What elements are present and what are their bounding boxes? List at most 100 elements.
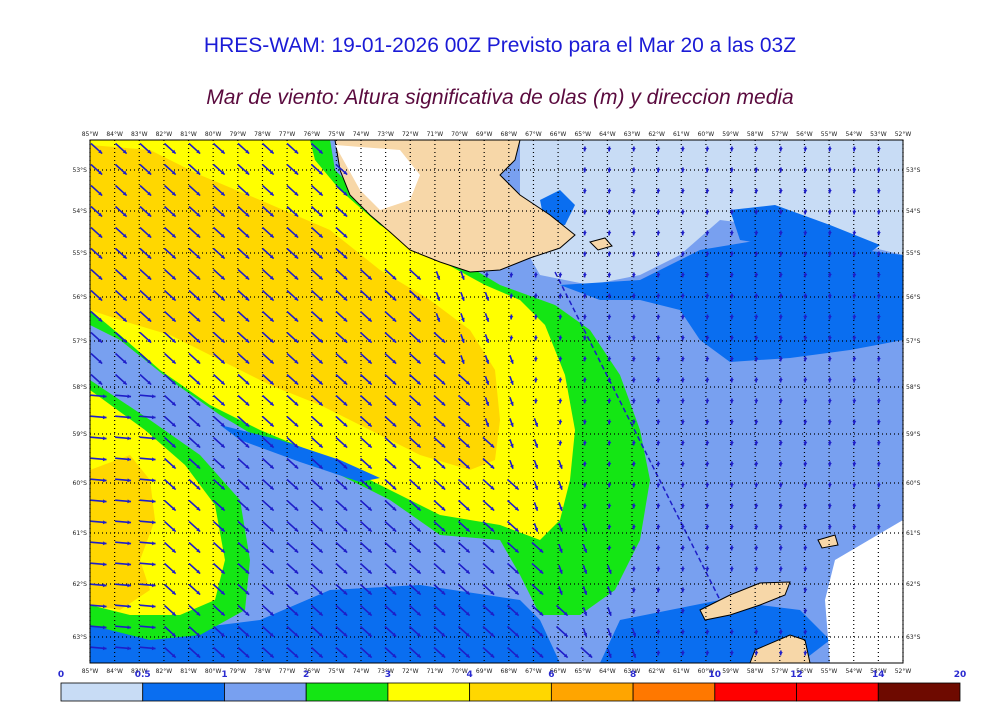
direction-arrow (335, 562, 348, 575)
direction-arrow (852, 524, 857, 530)
direction-arrow (558, 293, 563, 299)
direction-arrow (310, 163, 324, 176)
direction-arrow (778, 440, 783, 446)
direction-arrow (852, 419, 857, 425)
direction-arrow (558, 398, 563, 404)
direction-arrow (90, 562, 107, 567)
direction-arrow (680, 167, 685, 173)
direction-arrow (457, 373, 471, 386)
direction-arrow (729, 461, 734, 467)
direction-arrow (188, 541, 201, 554)
boundary-line (554, 271, 721, 601)
colorbar: 0 0.5 1 2 3 4 6 8 10 12 14 20 (58, 670, 966, 702)
direction-arrow (114, 142, 128, 155)
direction-arrow (237, 310, 250, 323)
direction-arrow (555, 646, 569, 659)
colorbar-tick: 0 (58, 670, 64, 680)
no-data-sea-ice (825, 520, 903, 663)
direction-arrow (754, 272, 759, 278)
direction-arrow (607, 524, 612, 530)
direction-arrow (433, 478, 446, 491)
direction-arrow (212, 247, 226, 260)
lon-label-top: 66°W (550, 131, 567, 138)
direction-arrow (286, 163, 299, 176)
direction-arrow (555, 604, 569, 617)
direction-arrow (335, 457, 348, 470)
direction-arrow (114, 310, 128, 323)
colorbar-segment (60, 682, 144, 702)
direction-arrow (310, 373, 324, 386)
sea-state-0.5to1m-east (560, 240, 903, 362)
direction-arrow (384, 415, 397, 428)
lon-label-top: 69°W (476, 131, 493, 138)
direction-arrow (139, 499, 156, 504)
direction-arrow (729, 482, 734, 488)
direction-arrow (729, 524, 734, 530)
direction-arrow (631, 587, 636, 593)
direction-arrow (582, 356, 587, 362)
direction-arrow (656, 251, 661, 257)
direction-arrow (433, 499, 446, 512)
direction-arrow (803, 608, 808, 614)
direction-arrow (237, 268, 250, 281)
direction-arrow (582, 419, 587, 425)
direction-arrow (114, 205, 128, 218)
lon-label-top: 84°W (106, 131, 123, 138)
direction-arrow (310, 205, 324, 218)
direction-arrow (778, 230, 783, 236)
direction-arrow (852, 146, 857, 152)
direction-arrow (827, 188, 832, 194)
direction-arrow (803, 566, 808, 572)
direction-arrow (433, 604, 446, 617)
direction-arrow (310, 499, 324, 512)
direction-arrow (237, 499, 250, 512)
direction-arrow (163, 163, 177, 176)
direction-arrow (803, 524, 808, 530)
direction-arrow (359, 499, 373, 512)
direction-arrow (139, 457, 156, 462)
direction-arrow (484, 418, 490, 428)
direction-arrow (803, 230, 808, 236)
direction-arrow (90, 583, 107, 588)
direction-arrow (435, 292, 441, 302)
lon-label-bottom: 81°W (180, 668, 197, 675)
direction-arrow (286, 247, 299, 260)
direction-arrow (212, 541, 226, 554)
direction-arrow (310, 541, 324, 554)
direction-arrow (827, 503, 832, 509)
direction-arrow (408, 394, 422, 407)
direction-arrow (631, 566, 636, 572)
direction-arrow (212, 184, 226, 197)
lon-label-top: 75°W (328, 131, 345, 138)
direction-arrow (384, 289, 397, 302)
direction-arrow (114, 352, 128, 365)
direction-arrow (803, 545, 808, 551)
direction-arrow (139, 394, 156, 399)
direction-arrow (310, 331, 324, 344)
lon-label-bottom: 53°W (870, 668, 887, 675)
map-frame (89, 139, 904, 664)
direction-arrow (558, 314, 563, 320)
direction-arrow (408, 625, 422, 638)
direction-arrow (827, 356, 832, 362)
direction-arrow (460, 313, 465, 323)
direction-arrow (533, 314, 538, 320)
direction-arrow (533, 272, 538, 278)
direction-arrow (827, 398, 832, 404)
direction-arrow (827, 251, 832, 257)
direction-arrow (188, 352, 201, 365)
direction-arrow (212, 142, 226, 155)
direction-arrow (631, 608, 636, 614)
direction-arrow (509, 272, 514, 278)
map-title: HRES-WAM: 19-01-2026 00Z Previsto para e… (203, 34, 797, 57)
direction-arrow (631, 503, 636, 509)
direction-arrow (631, 461, 636, 467)
direction-arrow (163, 352, 177, 365)
direction-arrow (90, 394, 107, 399)
direction-arrow (90, 352, 103, 365)
direction-arrow (310, 142, 324, 155)
direction-arrow (335, 394, 348, 407)
direction-arrow (607, 628, 612, 638)
direction-arrow (286, 499, 299, 512)
direction-arrow (827, 335, 832, 341)
